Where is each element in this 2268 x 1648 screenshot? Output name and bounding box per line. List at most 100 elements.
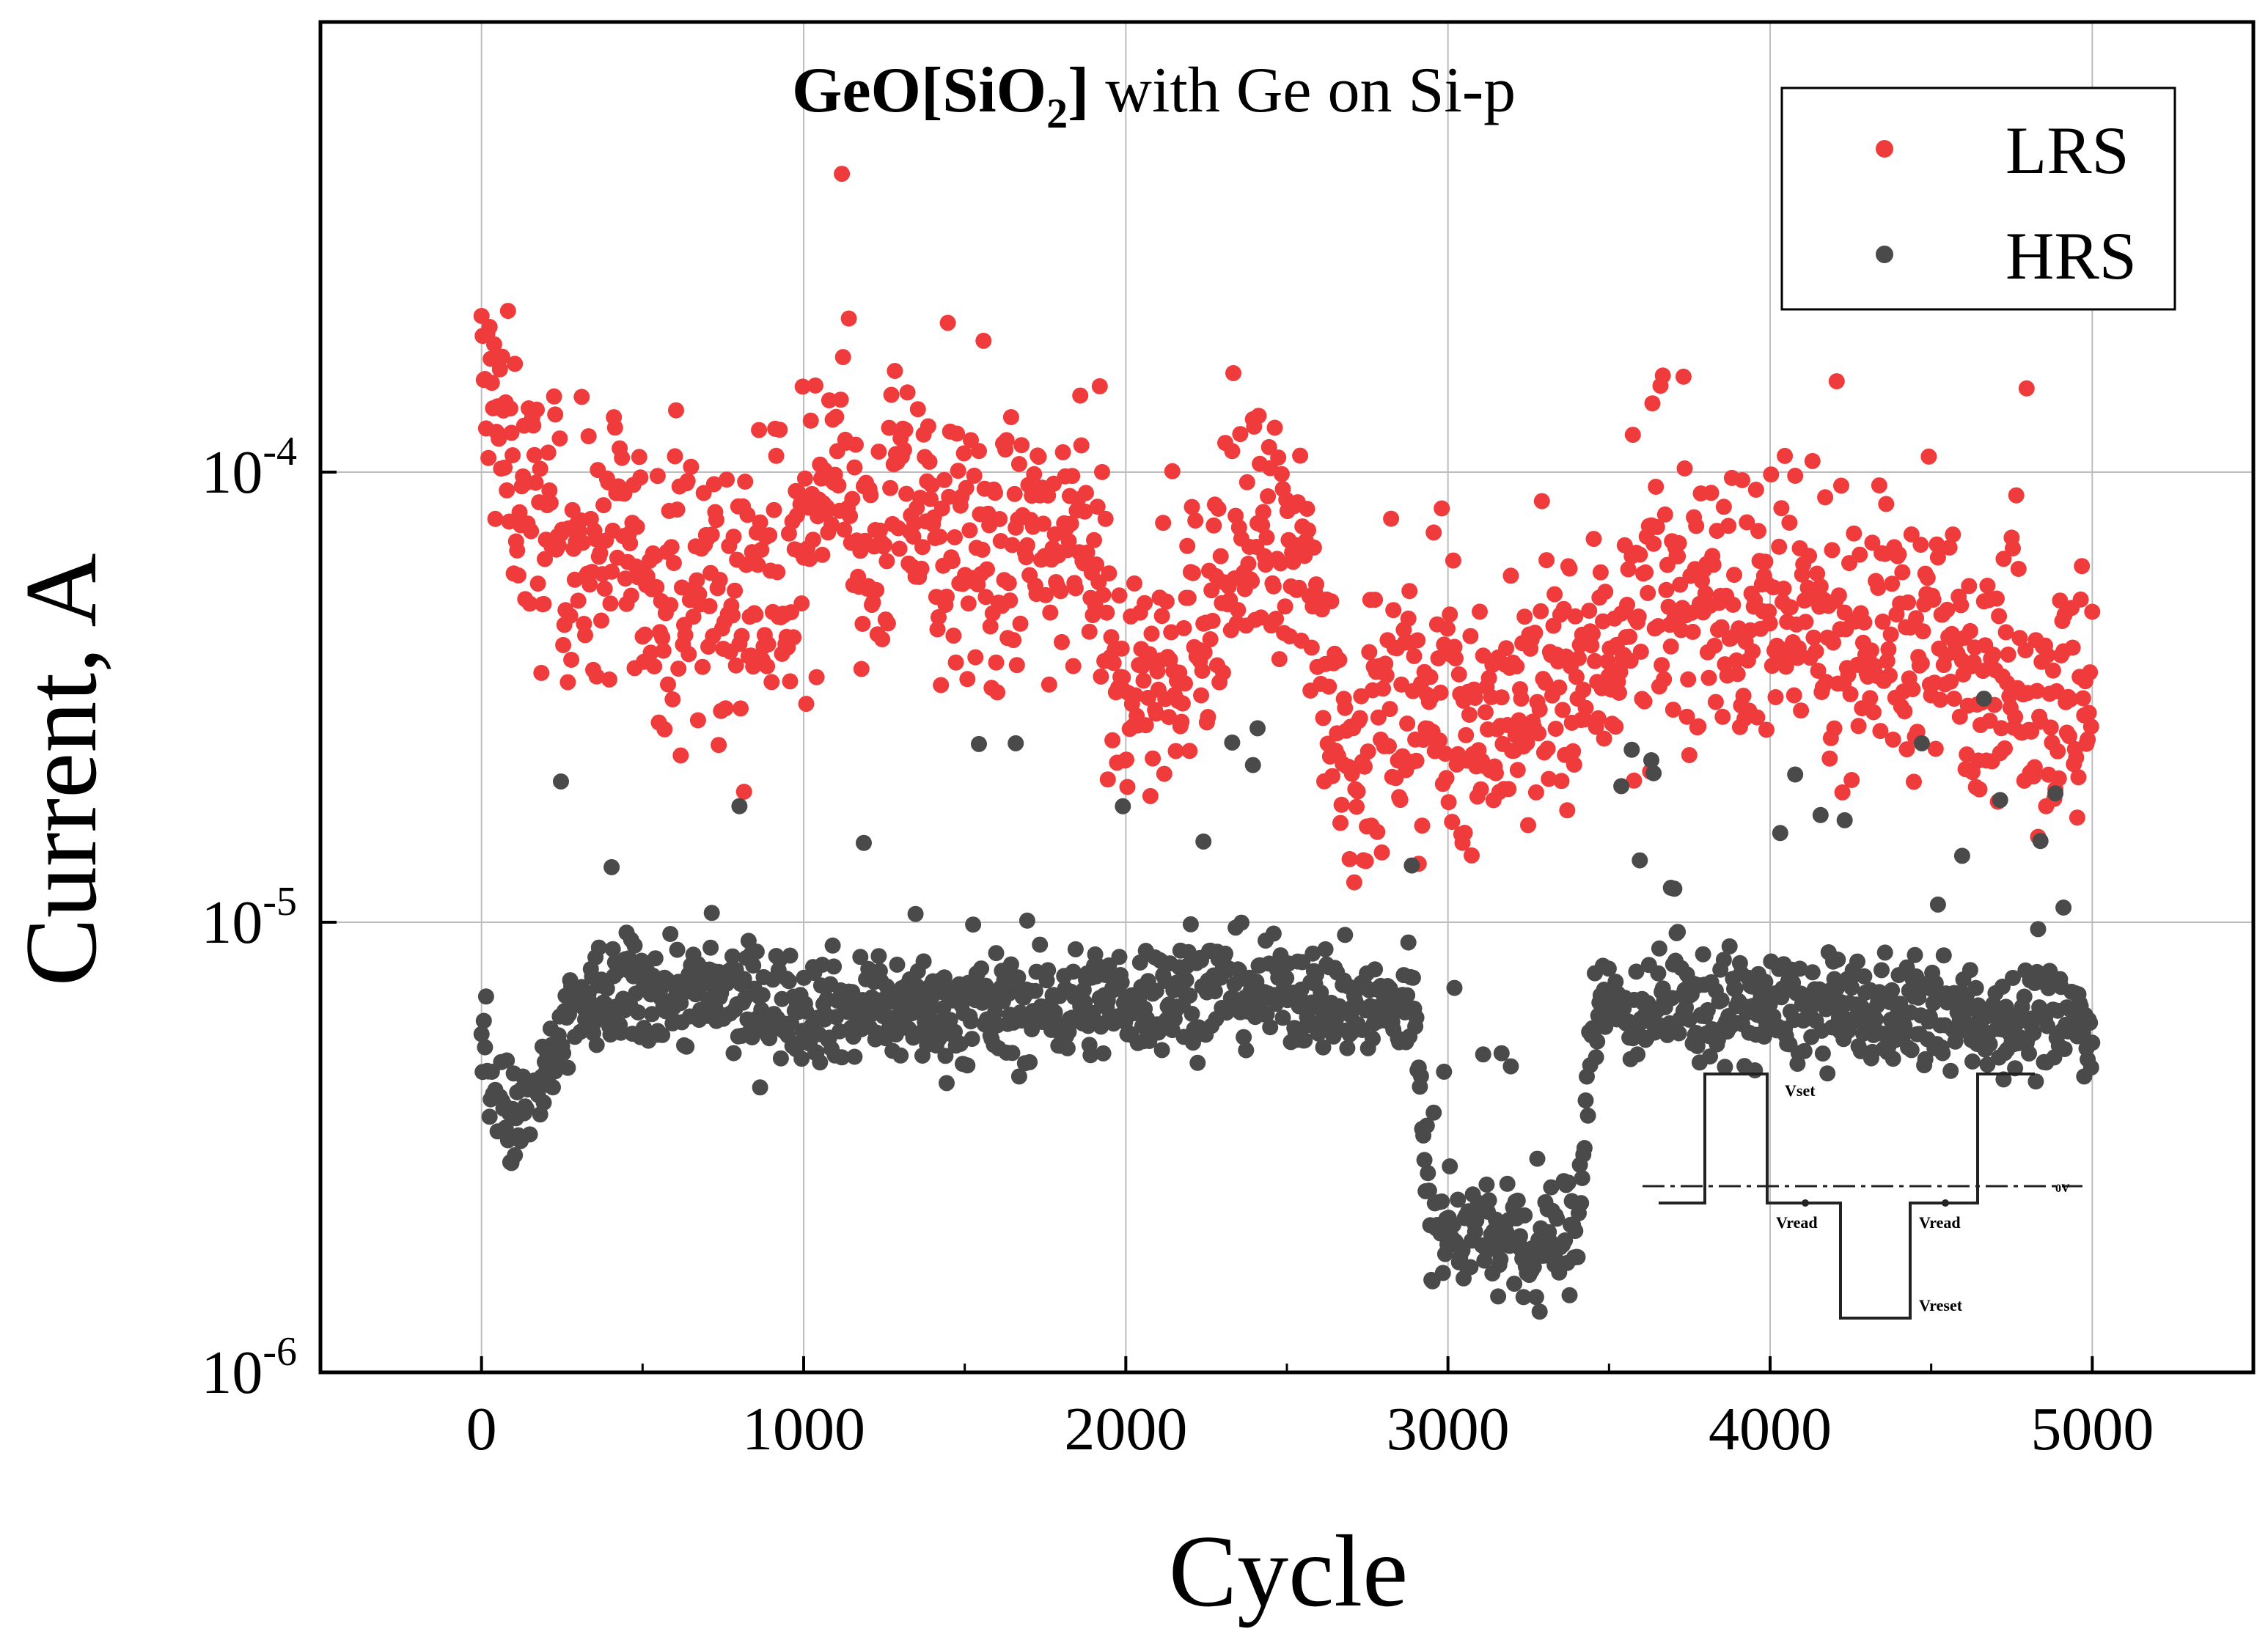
lrs-point	[1498, 640, 1515, 657]
lrs-point	[1173, 713, 1190, 730]
hrs-point	[654, 1026, 671, 1043]
lrs-point	[975, 332, 992, 349]
lrs-point	[485, 336, 502, 353]
lrs-point	[1333, 796, 1350, 813]
lrs-point	[936, 471, 953, 488]
lrs-point	[1240, 556, 1257, 572]
lrs-point	[1137, 595, 1153, 611]
lrs-point	[1502, 567, 1519, 584]
lrs-point	[939, 588, 955, 605]
hrs-point	[1666, 880, 1683, 897]
lrs-point	[1782, 599, 1799, 616]
lrs-point	[868, 581, 885, 598]
lrs-point	[1808, 643, 1824, 660]
lrs-point	[1620, 561, 1637, 578]
hrs-point	[507, 1147, 524, 1163]
lrs-point	[794, 378, 811, 395]
hrs-point	[1021, 1053, 1038, 1070]
lrs-point	[1272, 555, 1289, 572]
lrs-point	[595, 497, 612, 514]
lrs-point	[642, 644, 659, 661]
hrs-point	[2021, 1045, 2037, 1062]
lrs-point	[739, 507, 756, 523]
hrs-point	[724, 948, 741, 965]
hrs-point	[475, 1012, 492, 1029]
inset-label-0v: 0V	[2055, 1182, 2070, 1195]
lrs-point	[1359, 743, 1376, 760]
lrs-point	[1445, 552, 1461, 569]
lrs-point	[1181, 743, 1198, 759]
lrs-point	[1862, 690, 1879, 707]
lrs-point	[979, 561, 995, 578]
lrs-point	[853, 661, 870, 677]
lrs-point	[1185, 564, 1201, 581]
lrs-point	[1904, 681, 1921, 698]
lrs-point	[574, 534, 591, 551]
lrs-point	[1105, 655, 1122, 672]
hrs-point	[1727, 980, 1744, 997]
hrs-point	[1804, 964, 1821, 981]
lrs-point	[1008, 657, 1025, 674]
hrs-point	[1906, 946, 1923, 963]
lrs-point	[947, 529, 963, 545]
lrs-point	[753, 542, 770, 558]
lrs-point	[862, 487, 879, 504]
lrs-point	[649, 468, 666, 485]
hrs-point	[604, 941, 621, 957]
lrs-point	[941, 488, 958, 505]
lrs-point	[1255, 504, 1271, 520]
hrs-point	[1574, 1170, 1590, 1186]
lrs-point	[1367, 592, 1384, 608]
lrs-point	[1735, 688, 1752, 705]
lrs-point	[1585, 531, 1602, 548]
lrs-point	[1500, 781, 1517, 798]
lrs-point	[1467, 690, 1483, 706]
lrs-point	[542, 495, 559, 511]
lrs-point	[977, 589, 994, 606]
lrs-point	[2029, 683, 2045, 699]
lrs-point	[727, 582, 744, 599]
hrs-point	[793, 1051, 810, 1067]
hrs-point	[1876, 944, 1893, 961]
lrs-point	[689, 572, 705, 589]
lrs-point	[1903, 526, 1920, 542]
hrs-point	[1650, 965, 1667, 982]
lrs-point	[562, 608, 579, 624]
lrs-point	[949, 425, 966, 442]
lrs-point	[752, 514, 768, 531]
hrs-point	[1884, 982, 1901, 998]
lrs-point	[1148, 705, 1164, 722]
lrs-point	[1577, 699, 1594, 716]
lrs-point	[1447, 650, 1464, 667]
hrs-point	[1961, 962, 1978, 979]
lrs-point	[2052, 592, 2069, 609]
lrs-point	[1880, 641, 1897, 658]
lrs-point	[719, 471, 735, 488]
lrs-point	[1928, 536, 1945, 553]
hrs-point	[1480, 1192, 1497, 1209]
lrs-point	[1871, 477, 1887, 494]
lrs-point	[830, 477, 847, 494]
lrs-point	[1879, 652, 1895, 669]
lrs-point	[950, 463, 966, 479]
lrs-point	[1472, 603, 1488, 620]
hrs-point	[1623, 741, 1640, 758]
lrs-point	[614, 449, 631, 466]
lrs-point	[1383, 510, 1400, 527]
hrs-point	[1178, 971, 1194, 988]
lrs-point	[669, 501, 686, 518]
lrs-point	[1073, 437, 1090, 454]
lrs-point	[523, 523, 540, 540]
lrs-point	[807, 377, 823, 394]
lrs-point	[1381, 701, 1398, 718]
lrs-point	[1541, 770, 1557, 787]
lrs-point	[1527, 784, 1544, 801]
lrs-point	[897, 422, 914, 438]
lrs-point	[1238, 474, 1255, 490]
lrs-point	[1678, 708, 1695, 725]
lrs-point	[945, 628, 962, 644]
lrs-point	[1805, 629, 1822, 646]
hrs-point	[1060, 1023, 1077, 1040]
lrs-point	[1684, 623, 1701, 640]
lrs-point	[1688, 518, 1705, 534]
